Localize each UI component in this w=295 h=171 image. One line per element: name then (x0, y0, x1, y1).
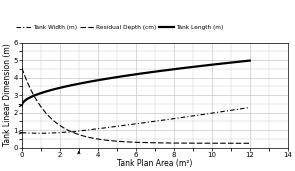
Tank Length (m) (242, 60, 246, 62)
Y-axis label: Tank Linear Dimension (m): Tank Linear Dimension (m) (3, 44, 12, 147)
Tank Length (m) (207, 64, 210, 66)
Legend: Tank Width (m), Residual Depth (cm), Tank Length (m): Tank Width (m), Residual Depth (cm), Tan… (14, 22, 225, 32)
Residual Depth (cm) (143, 142, 147, 144)
Residual Depth (cm) (130, 141, 133, 143)
Tank Width (m) (243, 107, 247, 109)
Residual Depth (cm) (128, 141, 132, 143)
Tank Width (m) (156, 120, 160, 122)
X-axis label: Tank Plan Area (m²): Tank Plan Area (m²) (117, 159, 193, 168)
Residual Depth (cm) (20, 67, 24, 69)
Tank Width (m) (207, 113, 211, 115)
Tank Width (m) (20, 132, 24, 134)
Tank Width (m) (144, 122, 148, 124)
Tank Length (m) (143, 72, 147, 74)
Line: Tank Length (m): Tank Length (m) (22, 61, 250, 106)
Tank Width (m) (248, 106, 252, 108)
Residual Depth (cm) (242, 142, 246, 144)
Tank Length (m) (20, 105, 24, 107)
Tank Length (m) (128, 74, 132, 76)
Tank Length (m) (156, 70, 159, 72)
Line: Tank Width (m): Tank Width (m) (22, 107, 250, 133)
Residual Depth (cm) (207, 142, 210, 144)
Tank Width (m) (130, 123, 134, 125)
Residual Depth (cm) (248, 142, 252, 144)
Tank Width (m) (39, 132, 42, 134)
Line: Residual Depth (cm): Residual Depth (cm) (22, 68, 250, 143)
Tank Length (m) (130, 74, 133, 76)
Tank Width (m) (129, 123, 132, 126)
Residual Depth (cm) (156, 142, 159, 144)
Tank Length (m) (248, 60, 252, 62)
